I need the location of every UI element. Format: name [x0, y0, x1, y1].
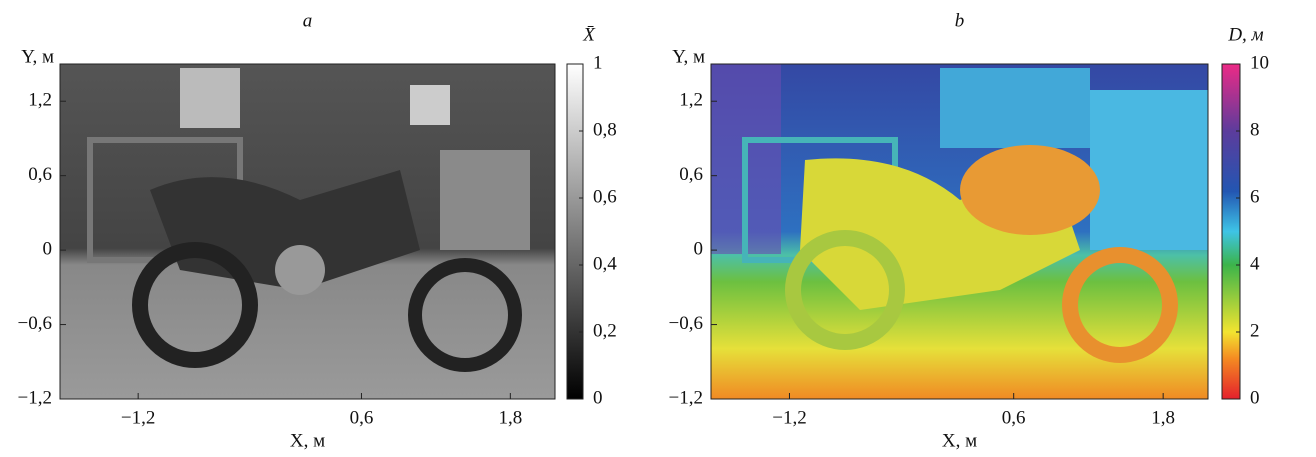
colorbar-tick-label: 4 [1250, 253, 1260, 274]
colorbar-tick-label: 0,2 [593, 320, 617, 341]
colorbar-tick-label: 2 [1250, 320, 1260, 341]
colorbar-tick-label: 1 [593, 52, 603, 73]
y-tick-label: −0,6 [669, 313, 703, 334]
y-tick-label: 0,6 [679, 164, 703, 185]
colorbar-tick-label: 0,4 [593, 253, 617, 274]
colorbar-label: X̄ [582, 24, 596, 45]
x-axis-label: X, м [942, 430, 977, 451]
y-tick-label: 1,2 [28, 90, 52, 111]
x-axis-label: X, м [290, 430, 325, 451]
depth-map-b [711, 64, 1208, 399]
y-axis-label: Y, м [21, 46, 54, 67]
y-tick-label: 0 [694, 238, 704, 259]
x-tick-label: 0,6 [350, 407, 374, 428]
y-tick-label: −0,6 [18, 313, 52, 334]
y-tick-label: −1,2 [669, 387, 703, 408]
x-tick-label: 0,6 [1002, 407, 1026, 428]
photo-a [60, 64, 555, 399]
x-tick-label: 1,8 [1151, 407, 1175, 428]
colorbar-tick-label: 0 [593, 387, 603, 408]
figure: a X, м Y, м −1,2 0,6 1,8 −1,2 −0,6 0 0,6 1,2 X̄ 0 0,2… [0, 0, 1316, 457]
colorbar-tick-label: 8 [1250, 119, 1260, 140]
colorbar [1222, 64, 1240, 399]
y-tick-label: 1,2 [679, 90, 703, 111]
colorbar-tick-label: 0 [1250, 387, 1260, 408]
colorbar [567, 64, 583, 399]
colorbar-tick-label: 6 [1250, 186, 1260, 207]
y-tick-label: 0 [43, 238, 53, 259]
x-tick-label: −1,2 [772, 407, 806, 428]
y-axis-label: Y, м [672, 46, 705, 67]
panel-title: b [955, 10, 965, 31]
colorbar-label: D, м [1227, 24, 1263, 45]
x-tick-label: 1,8 [498, 407, 522, 428]
y-tick-label: 0,6 [28, 164, 52, 185]
y-tick-label: −1,2 [18, 387, 52, 408]
colorbar-tick-label: 0,8 [593, 119, 617, 140]
panel-title: a [303, 10, 313, 31]
x-tick-label: −1,2 [121, 407, 155, 428]
colorbar-tick-label: 10 [1250, 52, 1269, 73]
colorbar-tick-label: 0,6 [593, 186, 617, 207]
